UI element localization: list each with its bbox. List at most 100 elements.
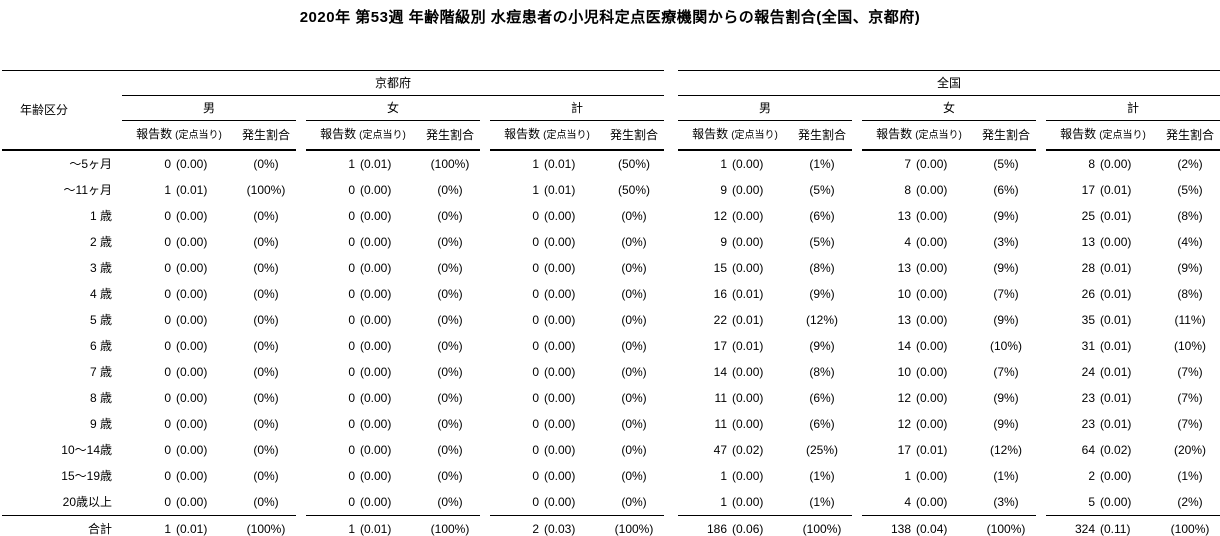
incidence-rate-cell: (0%) xyxy=(437,183,463,197)
incidence-rate-cell: (0%) xyxy=(253,339,279,353)
report-count-cell: 0 (0.00) xyxy=(532,339,576,353)
report-count-cell: 0 (0.00) xyxy=(348,469,392,483)
report-count-cell: 10 (0.00) xyxy=(897,365,948,379)
column-spacer xyxy=(1036,437,1046,463)
column-spacer xyxy=(1036,411,1046,437)
table-row: 7 歳 0 (0.00) (0%) 0 (0.00) (0%) 0 (0.00) (0%) 14 (0… xyxy=(2,359,1220,385)
column-spacer xyxy=(480,96,490,121)
column-spacer xyxy=(852,411,862,437)
report-count-cell: 1 (0.00) xyxy=(720,495,764,509)
column-spacer xyxy=(852,281,862,307)
column-spacer xyxy=(296,516,306,536)
report-count-cell: 0 (0.00) xyxy=(164,261,208,275)
report-count-cell: 0 (0.00) xyxy=(348,417,392,431)
age-label: 10～14歳 xyxy=(61,443,112,457)
report-count-cell: 0 (0.00) xyxy=(348,209,392,223)
incidence-rate-cell: (0%) xyxy=(253,469,279,483)
sex-header-national-female: 女 xyxy=(862,95,1037,121)
report-count-cell: 138 (0.04) xyxy=(862,515,977,536)
column-spacer xyxy=(480,489,490,516)
age-label: 20歳以上 xyxy=(62,495,112,509)
column-spacer xyxy=(1036,96,1046,121)
incidence-rate-cell: (0%) xyxy=(253,443,279,457)
rate-header: 発生割合 xyxy=(604,120,665,151)
column-spacer xyxy=(664,516,678,536)
report-count-cell: 26 (0.01) xyxy=(1081,287,1132,301)
column-spacer xyxy=(1036,516,1046,536)
report-count-cell: 17 (0.01) xyxy=(713,339,764,353)
incidence-rate-cell: (0%) xyxy=(621,261,647,275)
report-count-cell: 13 (0.00) xyxy=(897,313,948,327)
page-title: 2020年 第53週 年齢階級別 水痘患者の小児科定点医療機関からの報告割合(全… xyxy=(299,9,921,26)
report-count-cell: 17 (0.01) xyxy=(1081,183,1132,197)
report-count-cell: 0 (0.00) xyxy=(164,287,208,301)
column-spacer xyxy=(852,516,862,536)
incidence-rate-cell: (7%) xyxy=(1177,417,1203,431)
sex-header-national-male: 男 xyxy=(678,95,853,121)
age-column-header: 年齢区分 xyxy=(2,70,122,151)
rate-header: 発生割合 xyxy=(792,120,853,151)
incidence-rate-cell: (9%) xyxy=(993,313,1019,327)
table-row: 4 歳 0 (0.00) (0%) 0 (0.00) (0%) 0 (0.00) (0%) 16 (0… xyxy=(2,281,1220,307)
report-count-cell: 0 (0.00) xyxy=(532,313,576,327)
age-label: ～11ヶ月 xyxy=(63,183,112,197)
report-count-cell: 16 (0.01) xyxy=(713,287,764,301)
column-spacer xyxy=(480,463,490,489)
age-label: 5 歳 xyxy=(89,313,112,327)
column-spacer xyxy=(296,255,306,281)
region-header-national: 全国 xyxy=(678,70,1220,96)
sex-header-kyoto-female: 女 xyxy=(306,95,480,121)
age-label: 15～19歳 xyxy=(61,469,112,483)
column-spacer xyxy=(1036,385,1046,411)
report-count-cell: 0 (0.00) xyxy=(164,209,208,223)
incidence-rate-cell: (5%) xyxy=(809,235,835,249)
table-row: 6 歳 0 (0.00) (0%) 0 (0.00) (0%) 0 (0.00) (0%) 17 (0… xyxy=(2,333,1220,359)
report-count-cell: 12 (0.00) xyxy=(897,391,948,405)
report-count-cell: 0 (0.00) xyxy=(532,365,576,379)
column-spacer xyxy=(296,203,306,229)
report-count-cell: 15 (0.00) xyxy=(713,261,764,275)
incidence-rate-cell: (7%) xyxy=(993,365,1019,379)
column-spacer xyxy=(664,229,678,255)
report-count-cell: 1 (0.01) xyxy=(164,183,208,197)
region-header-row: 年齢区分 京都府 全国 xyxy=(2,70,1220,151)
column-spacer xyxy=(296,411,306,437)
column-spacer xyxy=(852,121,862,151)
column-spacer xyxy=(1036,229,1046,255)
report-count-cell: 13 (0.00) xyxy=(897,261,948,275)
count-header: 報告数 (定点当り) xyxy=(862,120,977,151)
incidence-rate-cell: (0%) xyxy=(437,417,463,431)
age-label: 1 歳 xyxy=(89,209,112,223)
column-spacer xyxy=(480,177,490,203)
column-spacer xyxy=(296,177,306,203)
column-spacer xyxy=(1036,203,1046,229)
incidence-rate-cell: (5%) xyxy=(809,183,835,197)
incidence-rate-cell: (8%) xyxy=(1177,287,1203,301)
incidence-rate-cell: (8%) xyxy=(809,365,835,379)
table-body: ～5ヶ月 0 (0.00) (0%) 1 (0.01) (100%) 1 (0.01) (50%)… xyxy=(2,150,1220,536)
incidence-rate-cell: (3%) xyxy=(993,235,1019,249)
incidence-rate-cell: (1%) xyxy=(1177,469,1203,483)
incidence-rate-cell: (0%) xyxy=(621,235,647,249)
region-header-kyoto: 京都府 xyxy=(122,70,665,96)
report-count-cell: 0 (0.00) xyxy=(532,417,576,431)
column-spacer xyxy=(664,281,678,307)
incidence-rate-cell: (0%) xyxy=(621,209,647,223)
age-label: 4 歳 xyxy=(89,287,112,301)
column-spacer xyxy=(852,150,862,177)
report-count-cell: 12 (0.00) xyxy=(713,209,764,223)
table-row: 10～14歳 0 (0.00) (0%) 0 (0.00) (0%) 0 (0.00) (0%) 4… xyxy=(2,437,1220,463)
report-count-cell: 0 (0.00) xyxy=(348,339,392,353)
incidence-rate-cell: (3%) xyxy=(993,495,1019,509)
incidence-rate-cell: (100%) xyxy=(246,183,286,197)
report-count-cell: 0 (0.00) xyxy=(532,391,576,405)
incidence-rate-cell: (0%) xyxy=(621,365,647,379)
report-count-cell: 186 (0.06) xyxy=(678,515,793,536)
report-count-cell: 0 (0.00) xyxy=(532,443,576,457)
incidence-rate-cell: (0%) xyxy=(437,365,463,379)
incidence-rate-cell: (4%) xyxy=(1177,235,1203,249)
incidence-rate-cell: (10%) xyxy=(1174,339,1207,353)
column-spacer xyxy=(664,411,678,437)
column-spacer xyxy=(1036,281,1046,307)
column-spacer xyxy=(1036,121,1046,151)
